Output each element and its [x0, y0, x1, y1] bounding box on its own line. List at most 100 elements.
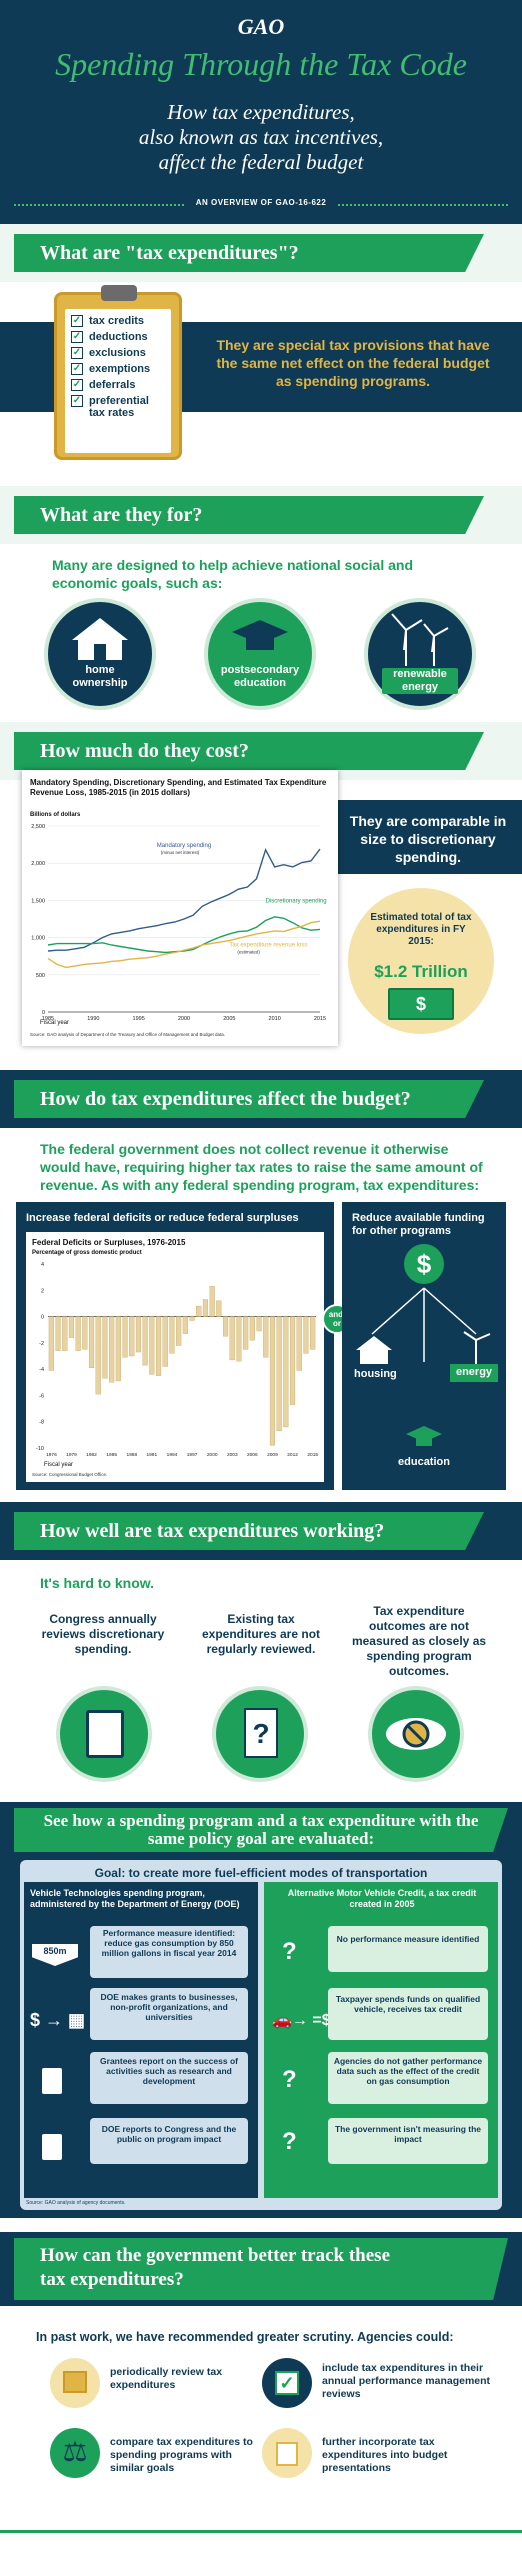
goal-energy-circle: renewable energy [364, 598, 476, 710]
spending-step-3 [90, 2052, 248, 2104]
track-heading-line-2: tax expenditures? [40, 2269, 184, 2290]
y-tick-label: 2 [41, 1288, 44, 1294]
deficit-bar [55, 1316, 61, 1351]
deficit-bar [182, 1316, 188, 1334]
spending-step-1 [90, 1926, 248, 1978]
affect-right-panel: Reduce available funding for other progr… [342, 1202, 506, 1490]
evaluation-heading-tag [14, 1808, 508, 1852]
spending-column-title: Vehicle Technologies spending program, a… [30, 1888, 240, 1909]
checklist-item-label: exclusions [89, 347, 146, 359]
report-doc-icon [42, 2068, 62, 2094]
working-point-3: Tax expenditure outcomes are not measure… [351, 1604, 487, 1678]
tax-step-2 [328, 1988, 488, 2040]
checklist-item: ✓ deductions [71, 331, 175, 343]
page-title: Spending Through the Tax Code [55, 46, 467, 82]
checklist-item-label: preferential tax rates [89, 395, 149, 419]
deficit-bar [243, 1316, 249, 1350]
checklist-item: ✓ deferrals [71, 379, 175, 391]
goal-energy-label: renewable energy [393, 668, 447, 693]
deficit-bar [236, 1316, 242, 1362]
review-clipboard-icon [86, 1710, 124, 1758]
series-line-1 [47, 916, 321, 954]
affect-left-panel: Increase federal deficits or reduce fede… [16, 1202, 334, 1490]
presentation-bars-icon [276, 2442, 298, 2466]
checklist: ✓ tax credits ✓ deductions ✓ exclusions ✓ exemp… [71, 315, 175, 423]
tax-step-2-text: Taxpayer spends funds on qualified vehic… [335, 1994, 481, 2014]
question-doc-circle: ? [212, 1686, 308, 1782]
graduation-cap-icon [232, 620, 288, 650]
gao-logo: GAO [237, 14, 285, 39]
deficit-bar [129, 1316, 135, 1357]
evaluation-source: Source: GAO analysis of agency documents… [26, 2200, 126, 2206]
deficit-bar [249, 1316, 255, 1341]
heading-text: How much do they cost? [40, 740, 249, 762]
clipboard-review-circle [56, 1686, 152, 1782]
affect-left-title: Increase federal deficits or reduce fede… [26, 1212, 299, 1224]
tax-step-1 [328, 1926, 488, 1972]
x-tick-label: 1997 [187, 1452, 198, 1458]
deficit-bar [142, 1316, 148, 1366]
deficit-chart-source: Source: Congressional Budget Office. [32, 1472, 108, 1477]
spending-step-2-text: DOE makes grants to businesses, non-prof… [100, 1992, 238, 2022]
checkbox-checked-icon: ✓ [71, 315, 83, 327]
y-tick-label: 4 [41, 1262, 44, 1268]
deficit-bar [162, 1316, 168, 1367]
tax-step-1-text: No performance measure identified [336, 1934, 480, 1944]
rec-3: compare tax expenditures to spending pro… [110, 2436, 253, 2474]
heading-text: How well are tax expenditures working? [40, 1520, 385, 1542]
scale-icon: ⚖ [62, 2436, 88, 2467]
deficit-bar [209, 1286, 215, 1317]
mandatory-spending-label: Mandatory spending [157, 843, 211, 849]
tax-step-3 [328, 2052, 488, 2104]
deficit-bar [296, 1316, 302, 1371]
spending-step-1-text: Performance measure identified: reduce g… [101, 1928, 237, 1958]
deficit-chart-title: Federal Deficits or Surpluses, 1976-2015 [32, 1238, 186, 1247]
deficit-bar [68, 1316, 75, 1338]
x-tick-label: 1988 [126, 1452, 137, 1458]
housing-icon [356, 1336, 392, 1364]
deficit-bar [115, 1316, 121, 1382]
850m-badge-label: 850m [43, 1946, 67, 1956]
checklist-item-label: deferrals [89, 379, 136, 391]
deficit-bar [155, 1316, 162, 1376]
program-education: education [398, 1456, 450, 1468]
checklist-item-label: exemptions [89, 363, 151, 375]
y-tick-label: 2,000 [31, 861, 45, 867]
spending-step-4-text: DOE reports to Congress and the public o… [101, 2124, 237, 2144]
tax-step-4-text: The government isn't measuring the impac… [334, 2124, 482, 2144]
section-heading-affect: How do tax expenditures affect the budge… [0, 1070, 522, 1128]
x-tick-label: 1979 [66, 1452, 77, 1458]
rec-icon-scale: ⚖ [50, 2428, 100, 2478]
estimate-circle: Estimated total of tax expenditures in F… [348, 888, 494, 1034]
checkbox-checked-icon: ✓ [71, 347, 83, 359]
rec-icon-check: ✓ [262, 2358, 312, 2408]
wind-turbine-icon [391, 613, 449, 666]
spending-chart-source: Source: GAO analysis of Department of th… [30, 1032, 226, 1037]
calendar-icon [63, 2371, 87, 2393]
deficit-bar [176, 1316, 182, 1346]
subtitle-line-2: also known as tax incentives, [138, 125, 384, 149]
goal-home-label: home ownership [72, 664, 128, 689]
checkbox-checked-icon: ✓ [71, 395, 83, 407]
question-icon-1: ? [282, 1938, 297, 1965]
checklist-item: ✓ tax credits [71, 315, 175, 327]
deficit-bar [289, 1316, 296, 1405]
x-tick-label: 2003 [227, 1452, 238, 1458]
goals-lead: Many are designed to help achieve nation… [52, 557, 413, 591]
x-tick-label: 2015 [314, 1016, 326, 1022]
checklist-item: ✓ exclusions [71, 347, 175, 359]
goal-education-label: postsecondary education [220, 664, 300, 689]
deficit-bar [222, 1316, 229, 1337]
deficit-bar [75, 1316, 81, 1351]
heading-text: What are they for? [40, 504, 203, 526]
heading-text: What are "tax expenditures"? [40, 242, 299, 264]
cost-compare: They are comparable in size to discretio… [349, 813, 507, 865]
andor-label: and/ or [328, 1310, 346, 1328]
tax-expenditure-label: Tax expenditure revenue loss [229, 943, 307, 949]
deficit-bar [216, 1300, 222, 1317]
deficit-bar [283, 1316, 289, 1428]
checkbox-checked-icon: ✓ [71, 331, 83, 343]
discretionary-spending-label: Discretionary spending [266, 899, 327, 905]
deficit-bar [169, 1316, 175, 1354]
y-tick-label: -6 [39, 1393, 44, 1399]
